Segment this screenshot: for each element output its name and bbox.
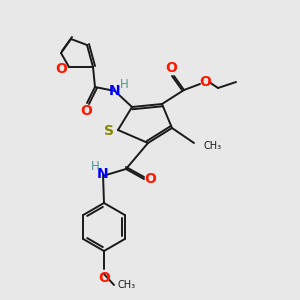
Text: N: N	[109, 84, 121, 98]
Text: O: O	[144, 172, 156, 186]
Text: S: S	[104, 124, 114, 138]
Text: CH₃: CH₃	[118, 280, 136, 290]
Text: O: O	[165, 61, 177, 75]
Text: N: N	[97, 167, 109, 181]
Text: O: O	[199, 75, 211, 89]
Text: O: O	[98, 271, 110, 285]
Text: O: O	[80, 104, 92, 118]
Text: O: O	[55, 62, 67, 76]
Text: CH₃: CH₃	[203, 141, 221, 151]
Text: H: H	[120, 77, 128, 91]
Text: H: H	[91, 160, 99, 173]
